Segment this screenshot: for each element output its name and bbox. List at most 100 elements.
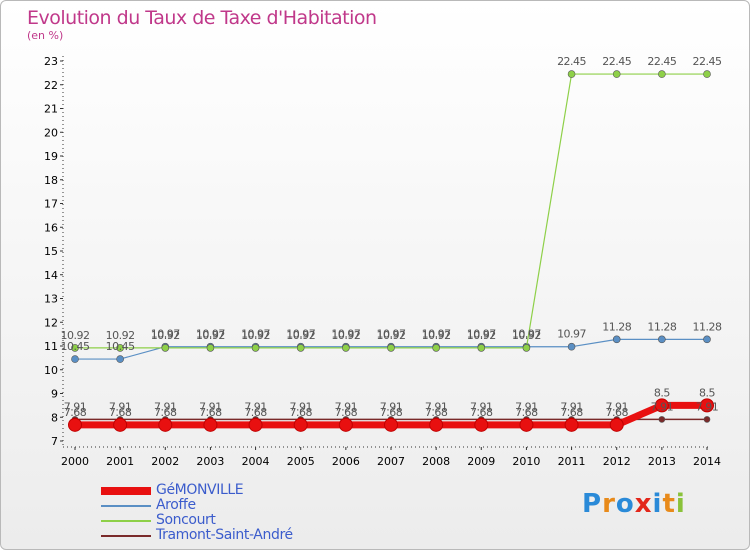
data-label: 10.97 [286, 328, 315, 341]
y-tick-label: 19 [44, 150, 58, 163]
data-point [161, 344, 170, 352]
data-label: 11.28 [602, 320, 631, 333]
data-label: 7.91 [289, 400, 312, 413]
data-label: 7.91 [380, 400, 403, 413]
data-label: 10.97 [151, 328, 180, 341]
legend-label: Soncourt [156, 512, 216, 528]
data-label: 7.91 [651, 400, 674, 413]
data-label: 10.97 [422, 328, 451, 341]
chart-title: Evolution du Taux de Taxe d'Habitation [27, 7, 377, 29]
data-point [113, 417, 128, 432]
proxiti-logo: Proxiti [582, 489, 686, 519]
x-tick-label: 2009 [467, 455, 495, 468]
data-label: 8.5 [699, 386, 715, 399]
legend-label: Tramont-Saint-André [156, 527, 293, 543]
data-label: 7.68 [289, 406, 312, 419]
data-point [567, 342, 576, 351]
data-point [477, 344, 486, 352]
data-label: 7.68 [335, 406, 358, 419]
data-label: 7.91 [154, 400, 177, 413]
data-label: 10.97 [512, 328, 541, 341]
data-label: 10.97 [331, 328, 360, 341]
y-tick-label: 11 [44, 340, 58, 353]
data-point [612, 335, 621, 344]
data-label: 8.5 [654, 386, 670, 399]
y-tick-label: 12 [44, 316, 58, 329]
y-tick-label: 23 [44, 55, 58, 68]
data-label: 22.45 [557, 55, 586, 68]
data-label: 7.68 [244, 406, 267, 419]
y-tick-label: 15 [44, 245, 58, 258]
data-point [429, 417, 444, 432]
x-tick-label: 2001 [106, 455, 134, 468]
y-tick-label: 8 [51, 411, 58, 424]
data-label: 7.91 [425, 400, 448, 413]
x-tick-label: 2011 [558, 455, 586, 468]
x-tick-label: 2004 [242, 455, 270, 468]
data-label: 7.91 [696, 400, 719, 413]
legend-item: GéMONVILLE [101, 482, 361, 499]
data-label: 7.91 [244, 400, 267, 413]
data-label: 10.97 [557, 328, 586, 341]
data-point [703, 416, 711, 423]
data-point [248, 417, 263, 432]
series-line-soncourt [74, 73, 708, 349]
y-tick-label: 7 [51, 435, 58, 448]
data-label: 10.97 [377, 328, 406, 341]
legend-label: Aroffe [156, 497, 196, 513]
data-label: 10.92 [241, 329, 270, 342]
x-tick-label: 2003 [196, 455, 224, 468]
data-label: 7.91 [560, 400, 583, 413]
data-label: 10.97 [467, 328, 496, 341]
y-tick-label: 21 [44, 103, 58, 116]
x-tick-label: 2002 [151, 455, 179, 468]
legend-label: GéMONVILLE [156, 482, 244, 498]
legend-item: Soncourt [101, 512, 361, 529]
x-tick-label: 2008 [422, 455, 450, 468]
data-point [116, 355, 124, 363]
data-label: 7.91 [605, 400, 628, 413]
legend-item: Aroffe [101, 497, 361, 514]
data-point [703, 70, 711, 78]
data-label: 7.91 [470, 400, 493, 413]
data-point [567, 70, 576, 78]
data-labels-layer: 7.91 7.91 7.91 7.91 7.91 7.91 7.91 7.91 7.91 7.91… [61, 55, 723, 419]
data-point [116, 344, 124, 352]
series-layer [68, 70, 714, 432]
data-label: 7.91 [515, 400, 538, 413]
data-point [293, 417, 308, 432]
series-g-monville [68, 398, 714, 432]
y-tick-label: 13 [44, 293, 58, 306]
y-tick-label: 16 [44, 221, 58, 234]
series-soncourt [71, 70, 711, 352]
data-label: 10.97 [196, 328, 225, 341]
legend-swatch [101, 520, 151, 522]
legend-swatch [101, 487, 151, 495]
data-point [519, 417, 534, 432]
data-label: 11.28 [693, 320, 722, 333]
data-label: 22.45 [602, 55, 631, 68]
y-tick-label: 14 [44, 269, 58, 282]
data-point [387, 344, 395, 352]
data-point [342, 344, 350, 352]
data-point [158, 417, 173, 432]
data-point [658, 416, 666, 423]
data-label: 7.68 [560, 406, 583, 419]
y-tick-label: 18 [44, 174, 58, 187]
data-label: 7.68 [425, 406, 448, 419]
x-tick-label: 2000 [61, 455, 89, 468]
data-point [654, 398, 669, 413]
data-point [296, 344, 305, 352]
data-label: 7.68 [470, 406, 493, 419]
data-label: 7.91 [109, 400, 132, 413]
data-point [658, 70, 666, 78]
x-tick-label: 2010 [512, 455, 540, 468]
data-label: 10.92 [377, 329, 406, 342]
data-label: 7.91 [335, 400, 358, 413]
data-point [71, 344, 79, 352]
data-point [609, 417, 624, 432]
data-point [612, 70, 621, 78]
data-label: 11.28 [647, 320, 676, 333]
data-label: 7.68 [515, 406, 538, 419]
